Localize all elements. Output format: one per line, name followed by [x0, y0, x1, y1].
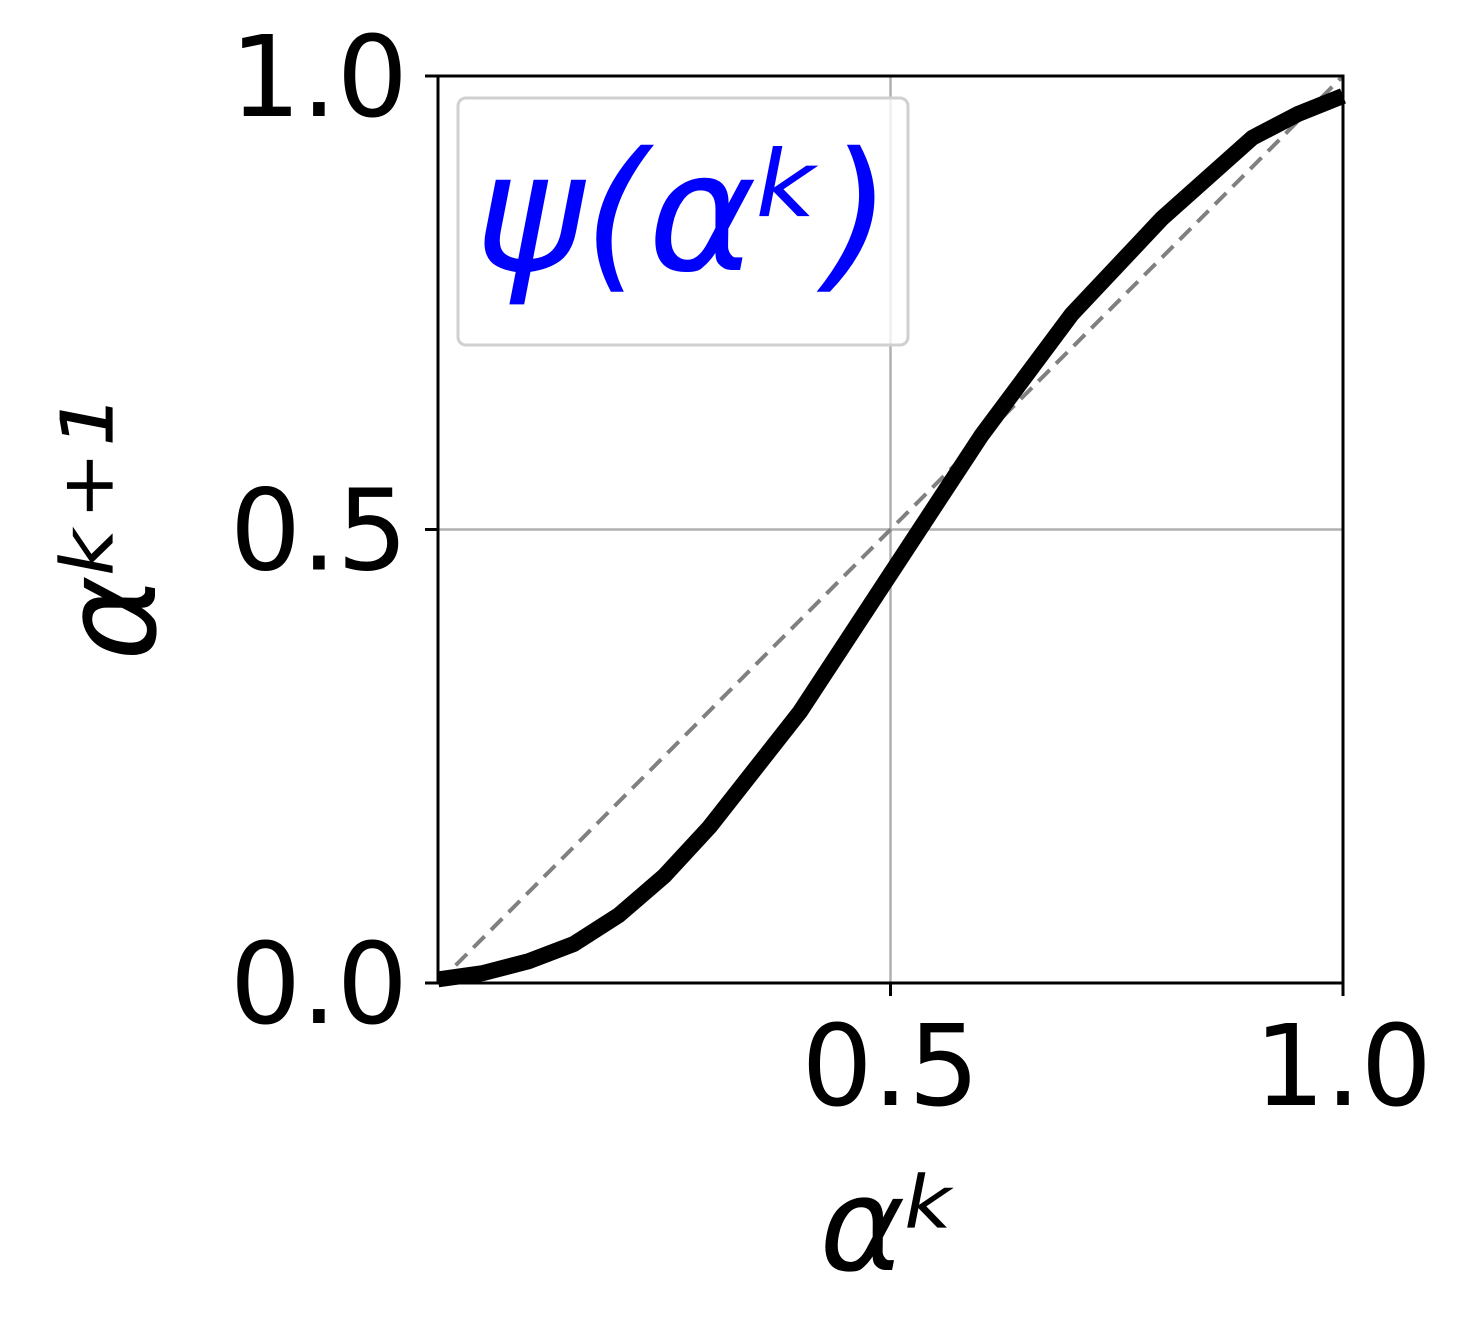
y-tick-label: 1.0	[230, 13, 408, 143]
y-tick-label: 0.0	[230, 920, 408, 1050]
plot-frame	[436, 74, 1345, 985]
x-axis-label: αᵏ	[819, 1149, 960, 1301]
x-tick-label: 0.5	[801, 1002, 979, 1132]
legend-box	[456, 96, 910, 347]
legend-label: ψ(αᵏ)	[475, 117, 892, 309]
series-line	[436, 88, 1346, 988]
x-tick-label: 1.0	[1254, 1002, 1432, 1132]
y-axis-label: αᵏ⁺¹	[34, 399, 186, 661]
y-tick-label: 0.5	[230, 467, 408, 597]
reference-line	[436, 74, 1345, 985]
